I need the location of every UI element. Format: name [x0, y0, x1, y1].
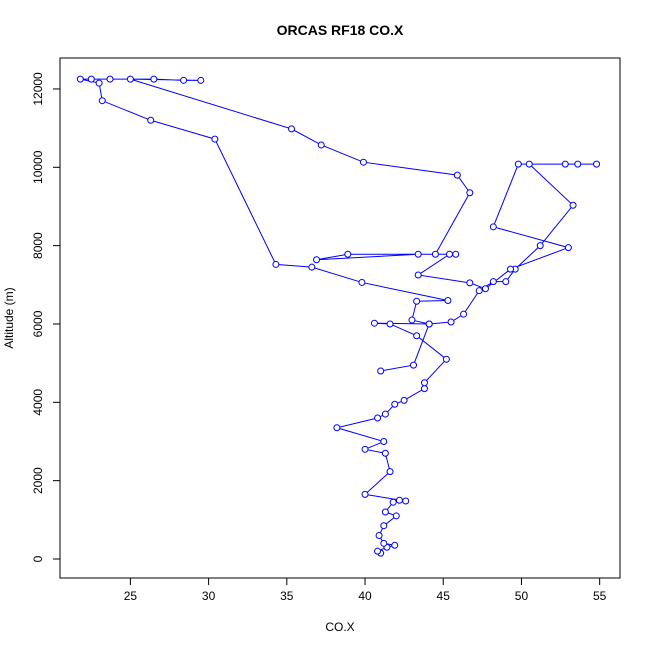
data-point — [106, 75, 114, 83]
data-point — [87, 75, 95, 83]
data-point — [413, 332, 421, 340]
data-point — [452, 250, 460, 258]
data-point — [197, 76, 205, 84]
y-axis-label: Altitude (m) — [2, 287, 16, 348]
data-point — [420, 385, 428, 393]
data-point — [489, 223, 497, 231]
data-point — [431, 250, 439, 258]
data-point — [380, 539, 388, 547]
x-tick-label: 55 — [593, 589, 607, 603]
data-point — [525, 160, 533, 168]
data-point — [400, 396, 408, 404]
data-point — [442, 355, 450, 363]
data-point — [425, 320, 433, 328]
x-tick-label: 35 — [280, 589, 294, 603]
data-point — [445, 250, 453, 258]
plot-frame — [59, 57, 621, 579]
data-point — [420, 379, 428, 387]
data-point — [395, 496, 403, 504]
data-point — [374, 414, 382, 422]
data-point — [386, 320, 394, 328]
y-tick-label: 8000 — [31, 232, 45, 259]
data-point — [374, 547, 382, 555]
data-point — [381, 449, 389, 457]
y-tick-label: 2000 — [31, 467, 45, 494]
data-point — [507, 265, 515, 273]
data-point — [313, 256, 321, 264]
y-tick-label: 12000 — [31, 72, 45, 106]
x-tick-label: 25 — [124, 589, 138, 603]
y-tick-label: 6000 — [31, 310, 45, 337]
data-point — [413, 297, 421, 305]
data-line — [80, 78, 597, 554]
data-point — [180, 76, 188, 84]
data-point — [391, 400, 399, 408]
x-tick-label: 50 — [515, 589, 529, 603]
y-tick-label: 4000 — [31, 389, 45, 416]
data-point — [317, 141, 325, 149]
data-point — [414, 271, 422, 279]
data-point — [564, 244, 572, 252]
data-point — [574, 160, 582, 168]
data-point — [381, 508, 389, 516]
data-point — [211, 135, 219, 143]
x-tick-label: 30 — [202, 589, 216, 603]
data-point — [333, 424, 341, 432]
data-point — [466, 189, 474, 197]
data-point — [561, 160, 569, 168]
x-tick-label: 45 — [437, 589, 451, 603]
data-point — [308, 263, 316, 271]
data-point — [402, 497, 410, 505]
data-point — [272, 260, 280, 268]
data-point — [408, 316, 416, 324]
y-tick-label: 0 — [31, 555, 45, 562]
data-point — [98, 97, 106, 105]
data-point — [359, 158, 367, 166]
data-point — [370, 319, 378, 327]
data-point — [126, 75, 134, 83]
data-point — [414, 250, 422, 258]
data-point — [361, 490, 369, 498]
data-point — [466, 279, 474, 287]
data-point — [150, 75, 158, 83]
data-point — [288, 125, 296, 133]
data-point — [380, 522, 388, 530]
data-point — [460, 310, 468, 318]
data-point — [377, 367, 385, 375]
data-point — [514, 160, 522, 168]
data-point — [569, 201, 577, 209]
data-point — [453, 171, 461, 179]
data-point — [95, 79, 103, 87]
data-point — [76, 75, 84, 83]
data-point — [593, 160, 601, 168]
data-point — [489, 278, 497, 286]
data-point — [392, 512, 400, 520]
data-point — [502, 278, 510, 286]
y-tick-label: 10000 — [31, 150, 45, 184]
data-point — [361, 445, 369, 453]
data-point — [386, 468, 394, 476]
data-point — [380, 437, 388, 445]
data-point — [381, 410, 389, 418]
data-point — [389, 498, 397, 506]
chart-title: ORCAS RF18 CO.X — [277, 22, 404, 38]
data-point — [147, 116, 155, 124]
data-point — [481, 285, 489, 293]
data-point — [475, 287, 483, 295]
data-point — [375, 531, 383, 539]
x-tick-label: 40 — [358, 589, 372, 603]
data-point — [410, 361, 418, 369]
data-point — [444, 296, 452, 304]
data-point — [344, 250, 352, 258]
x-axis-label: CO.X — [325, 620, 354, 634]
data-point — [447, 318, 455, 326]
data-point — [536, 242, 544, 250]
data-point — [391, 541, 399, 549]
data-point — [358, 278, 366, 286]
